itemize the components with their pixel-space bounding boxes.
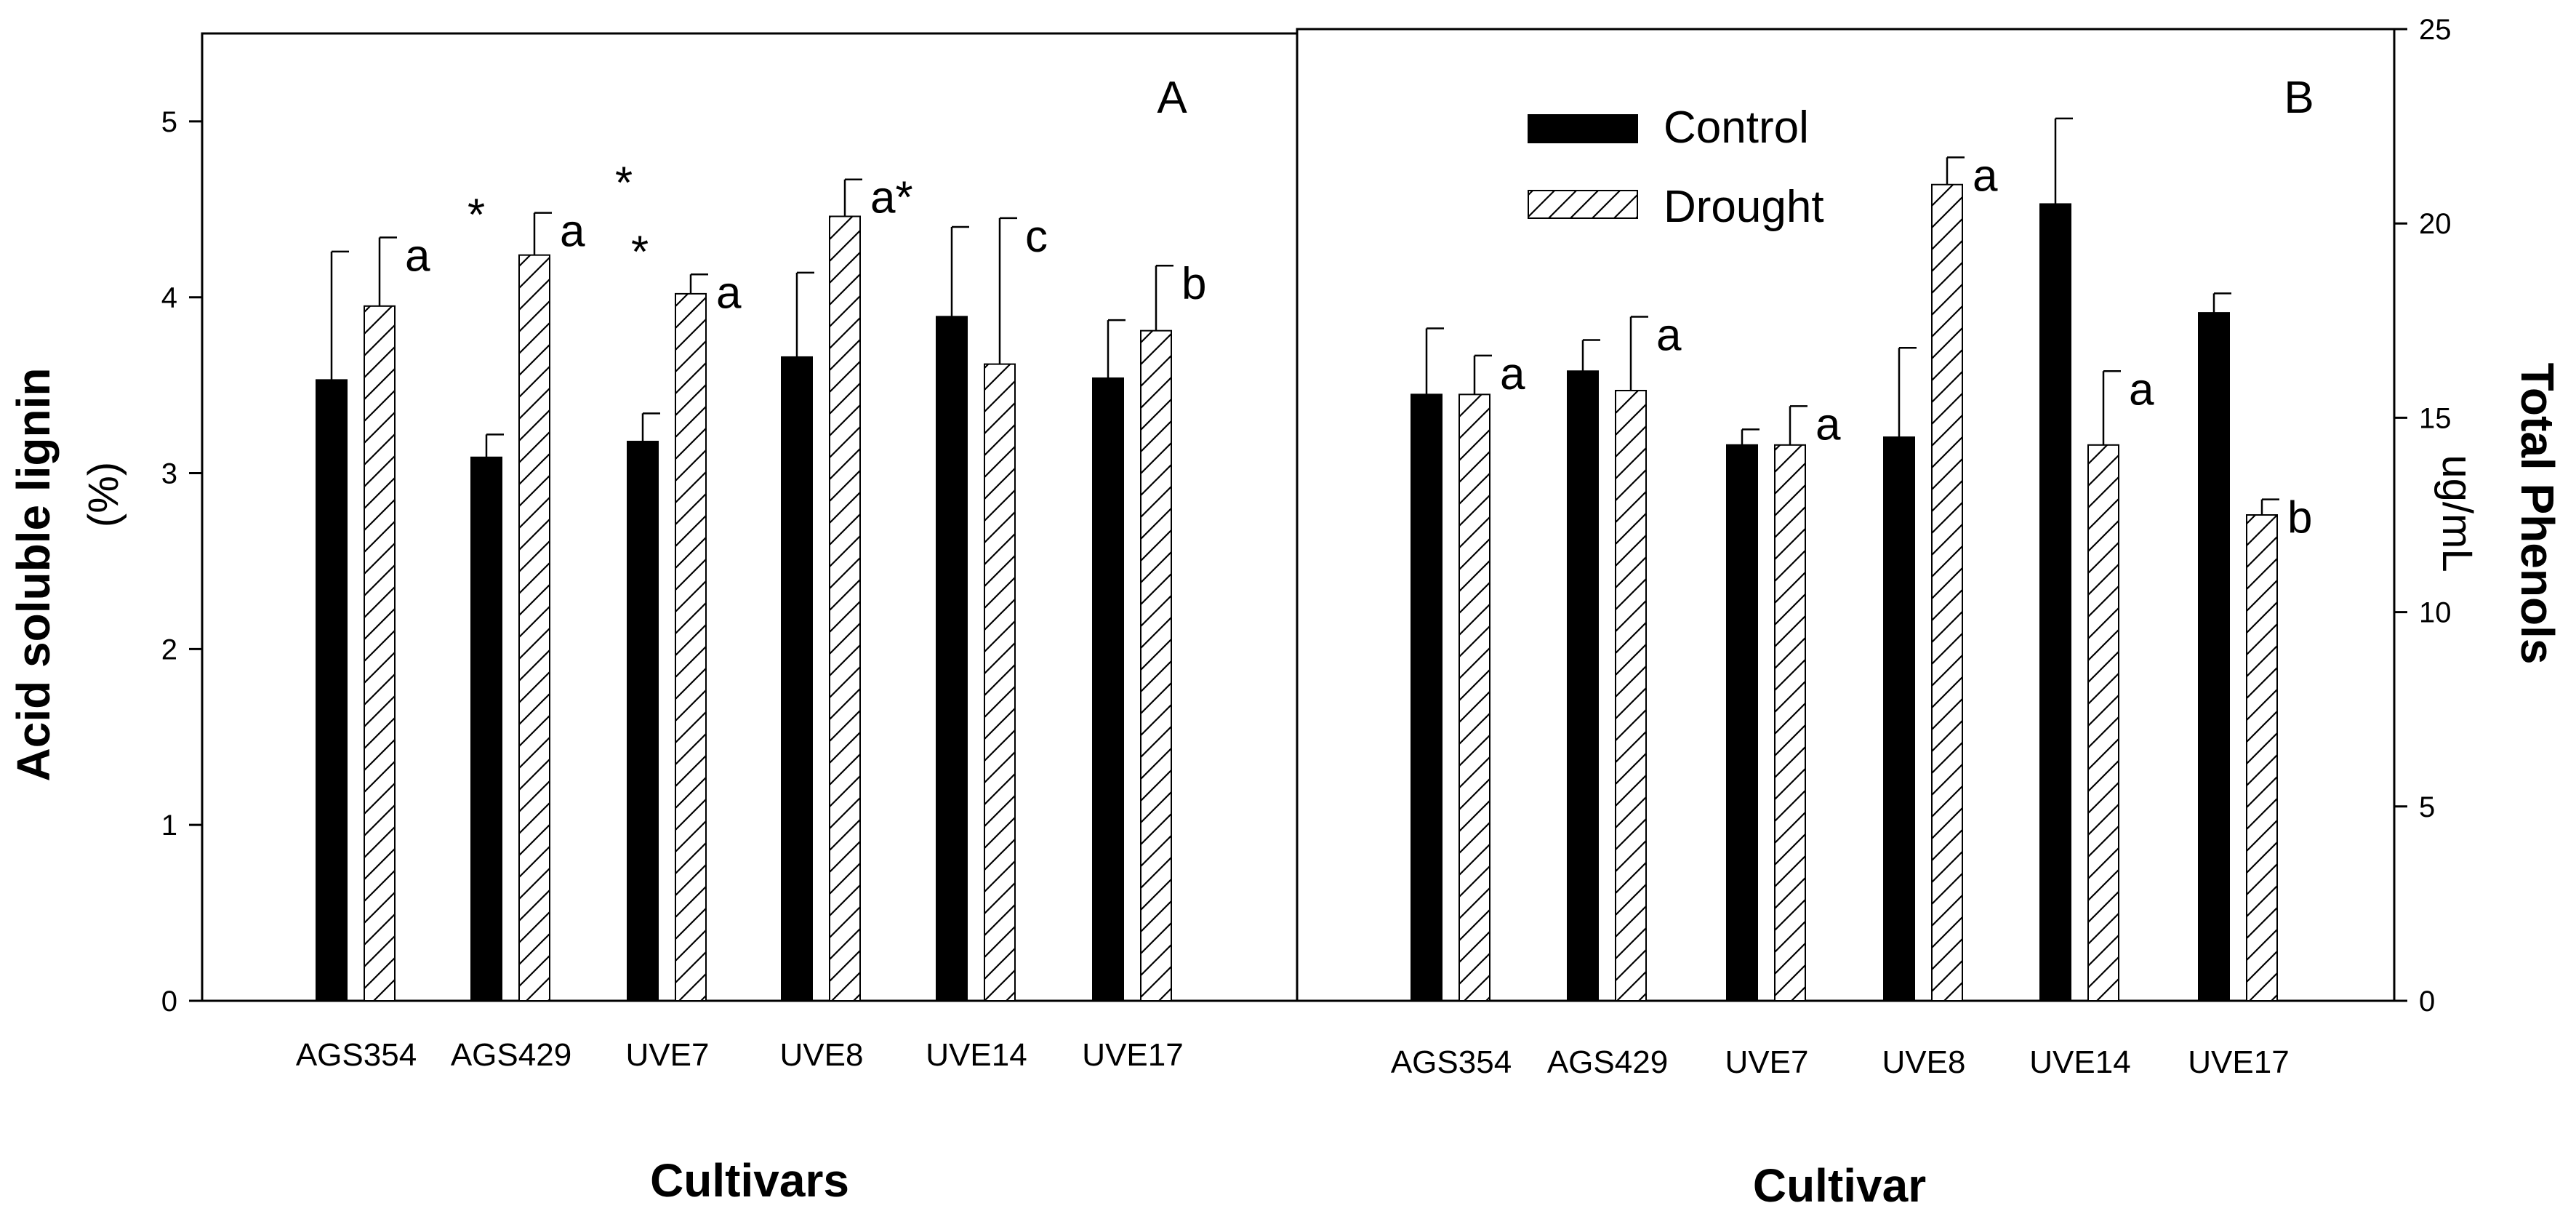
b-sig-letter-AGS429: a [1656,310,1682,360]
b-bar-drought-AGS429 [1615,389,1647,1002]
panel-b-phenols-chart: 0 5 10 15 20 25 a a a a a b AGS354 AGS429 UVE7 UVE8 UV… [1296,14,2564,1212]
b-sig-letter-UVE17: b [2287,493,2312,543]
a-sig-letter-AGS429: a [560,207,585,257]
b-bar-control-AGS429 [1567,370,1599,1002]
a-category-label: AGS429 [451,1037,571,1073]
a-bar-control-AGS429 [470,456,502,1002]
b-category-label: AGS429 [1547,1044,1668,1080]
b-sig-letter-UVE7: a [1815,399,1841,449]
b-bar-control-UVE7 [1726,444,1758,1002]
panel-a-x-axis-title: Cultivars [650,1154,849,1207]
a-bar-control-UVE17 [1092,377,1124,1002]
a-y-tick-label: 1 [161,810,177,842]
b-bar-control-UVE17 [2198,312,2230,1002]
a-y-tick-label: 2 [161,634,177,666]
a-bar-control-UVE7 [627,441,659,1002]
a-category-label: UVE8 [780,1037,864,1073]
panel-b-legend: Control Drought [1528,103,1824,232]
a-bar-control-UVE8 [781,356,813,1002]
b-bar-drought-UVE7 [1774,444,1806,1002]
legend-label-drought: Drought [1664,182,1824,232]
a-significance-star: * [631,227,649,277]
panel-a-y-axis: 0 1 2 3 4 5 [161,33,204,1018]
b-category-label: UVE17 [2188,1044,2289,1080]
b-category-label: UVE14 [2029,1044,2130,1080]
panel-b-x-axis-title: Cultivar [1753,1159,1926,1212]
b-y-tick-label: 25 [2419,14,2452,46]
a-bar-drought-AGS354 [364,305,396,1002]
a-sig-letter-UVE8: a* [870,173,913,223]
panel-b-y-axis: 0 5 10 15 20 25 [2393,14,2452,1018]
a-bar-drought-UVE17 [1140,329,1172,1002]
b-y-tick-label: 0 [2419,986,2435,1018]
b-category-label: AGS354 [1391,1044,1512,1080]
a-bar-drought-UVE7 [675,292,707,1002]
b-y-tick-label: 20 [2419,208,2452,240]
b-category-label: UVE7 [1725,1044,1809,1080]
a-bar-drought-UVE8 [829,215,861,1002]
panel-b-letter: B [2284,73,2314,123]
a-category-label: AGS354 [296,1037,417,1073]
panel-a-y-axis-unit: (%) [80,462,127,527]
a-y-tick-label: 0 [161,986,177,1018]
a-y-tick-label: 4 [161,282,177,314]
b-bar-drought-UVE14 [2087,444,2119,1002]
b-sig-letter-UVE8: a [1973,151,1998,201]
b-bar-drought-AGS354 [1458,393,1490,1002]
b-y-tick-label: 5 [2419,791,2435,823]
panel-a-y-axis-title: Acid soluble lignin [7,368,60,782]
b-bar-drought-UVE17 [2246,514,2278,1002]
panel-b-bars: a a a a a b [1411,117,2312,1002]
b-y-tick-label: 10 [2419,597,2452,629]
a-category-label: UVE14 [926,1037,1027,1073]
a-bar-drought-AGS429 [518,254,550,1002]
a-y-tick-label: 3 [161,458,177,490]
panel-a-bars: a a a a* c b * * * [316,159,1206,1002]
a-y-tick-label: 5 [161,106,177,138]
b-bar-control-UVE14 [2039,203,2071,1002]
a-bar-drought-UVE14 [984,363,1016,1002]
a-significance-star: * [468,191,485,241]
a-category-label: UVE7 [626,1037,710,1073]
b-category-label: UVE8 [1882,1044,1966,1080]
a-bar-control-UVE14 [936,316,968,1002]
b-y-tick-label: 15 [2419,402,2452,434]
b-sig-letter-AGS354: a [1500,349,1525,399]
legend-swatch-drought [1528,190,1638,219]
panel-a-category-labels: AGS354 AGS429 UVE7 UVE8 UVE14 UVE17 [296,1037,1184,1073]
b-bar-drought-UVE8 [1931,183,1963,1002]
a-sig-letter-AGS354: a [405,231,430,281]
a-category-label: UVE17 [1082,1037,1183,1073]
panel-a-lignin-chart: 0 1 2 3 4 5 a a a a* c b * * * AGS354 AGS429 UVE7 UVE8 UV… [7,32,1299,1207]
panel-b-y-axis-title: Total Phenols [2511,363,2564,665]
b-bar-control-UVE8 [1883,436,1915,1002]
legend-swatch-control [1528,114,1638,143]
panel-b-y-axis-unit: ug/mL [2433,455,2481,572]
a-sig-letter-UVE14: c [1025,212,1048,262]
b-bar-control-AGS354 [1411,393,1443,1002]
a-sig-letter-UVE7: a [716,268,742,318]
a-bar-control-AGS354 [316,379,348,1002]
legend-label-control: Control [1664,103,1809,153]
panel-a-letter: A [1157,73,1187,123]
b-sig-letter-UVE14: a [2129,364,2154,415]
a-sig-letter-UVE17: b [1181,259,1206,309]
a-significance-star: * [615,159,633,209]
panel-b-category-labels: AGS354 AGS429 UVE7 UVE8 UVE14 UVE17 [1391,1044,2290,1080]
